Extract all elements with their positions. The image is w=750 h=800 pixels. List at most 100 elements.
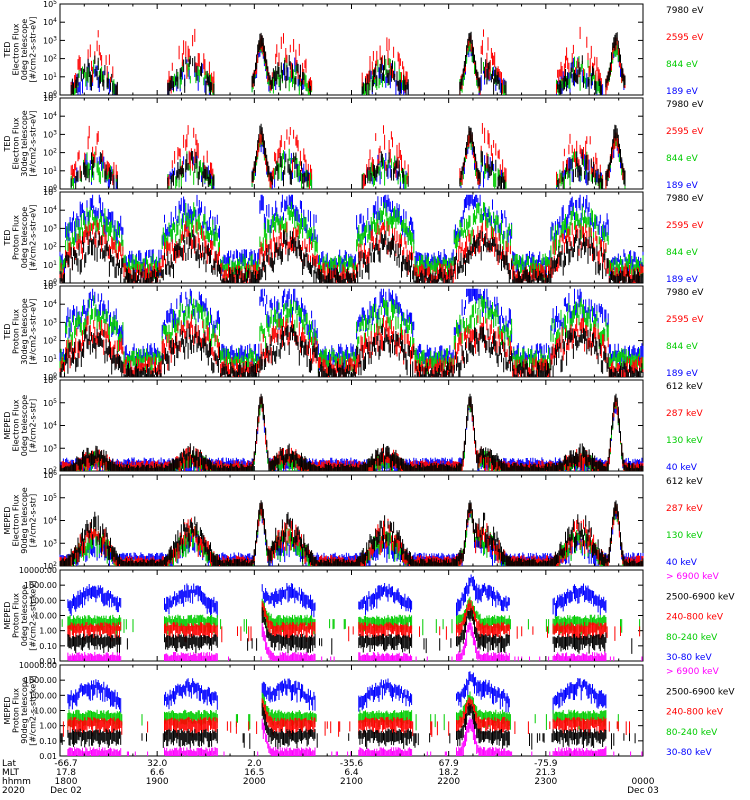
legend-8-1: > 6900 keV — [666, 667, 720, 677]
y-tick-label: 0.10 — [39, 737, 57, 746]
y-tick-label: 104 — [43, 17, 57, 27]
x-mlt-label: 16.5 — [244, 768, 264, 778]
y-tick-label: 100.00 — [29, 691, 57, 700]
x-lat-label: 67.9 — [439, 759, 459, 769]
y-label-line: 0deg telescope — [20, 395, 29, 456]
legend-5-2: 287 keV — [666, 409, 703, 419]
y-tick-label: 102 — [43, 54, 57, 64]
panel-5-y-label: MEPED Electron Flux 0deg telescope [#/cm2-s… — [3, 395, 38, 456]
legend-1-4: 189 eV — [666, 87, 699, 97]
y-label-line: 90deg telescope — [20, 677, 29, 744]
y-tick-label: 103 — [43, 35, 57, 45]
y-label-line: MEPED — [3, 507, 12, 535]
y-label-line: [#/cm2-s-str] — [29, 494, 38, 547]
legend-3-3: 844 eV — [666, 248, 699, 258]
x-lat-label: 32.0 — [147, 759, 167, 769]
x-row-label-2020: 2020 — [2, 786, 25, 796]
x-lat-label: -35.6 — [340, 759, 364, 769]
y-label-line: [#/cm2-s-str] — [29, 399, 38, 452]
legend-4-1: 7980 eV — [666, 288, 704, 298]
y-label-line: 30deg telescope — [20, 298, 29, 365]
y-tick-label: 100 — [43, 184, 57, 194]
y-label-line: Electron Flux — [12, 23, 21, 75]
y-label-line: [#/cm2-s-str-eV] — [29, 298, 38, 364]
legend-8-2: 2500-6900 keV — [666, 687, 735, 697]
y-tick-label: 0.01 — [39, 752, 57, 761]
panel-1-frame — [59, 3, 644, 96]
y-tick-label: 106 — [43, 375, 57, 385]
legend-5-4: 40 keV — [666, 463, 698, 473]
panel-8-y-label: MEPED Proton Flux 90deg telescope [#/cm2-s-… — [3, 675, 38, 746]
x-hhmm-label: 2100 — [340, 777, 363, 787]
y-label-line: 0deg telescope — [20, 207, 29, 268]
y-tick-label: 100.00 — [29, 596, 57, 605]
legend-4-3: 844 eV — [666, 342, 699, 352]
legend-3-2: 2595 eV — [666, 221, 704, 231]
y-tick-label: 103 — [43, 443, 57, 453]
y-label-line: MEPED — [3, 412, 12, 440]
legend-3-4: 189 eV — [666, 275, 699, 285]
y-tick-label: 101 — [43, 72, 57, 82]
legend-7-1: > 6900 keV — [666, 572, 720, 582]
y-tick-label: 105 — [43, 93, 57, 103]
series-8-30-80-kev — [67, 671, 607, 714]
y-label-line: 90deg telescope — [20, 487, 29, 554]
panel-6-y-label: MEPED Electron Flux 90deg telescope [#/cm2-… — [3, 487, 38, 554]
y-tick-label: 10000.00 — [19, 661, 57, 670]
legend-2-4: 189 eV — [666, 181, 699, 191]
y-tick-label: 0.01 — [39, 657, 57, 666]
legend-1-3: 844 eV — [666, 60, 699, 70]
x-lat-label: -75.9 — [534, 759, 558, 769]
y-tick-label: 10.00 — [34, 707, 57, 716]
legend-1-1: 7980 eV — [666, 6, 704, 16]
legend-7-2: 2500-6900 keV — [666, 592, 735, 602]
y-tick-label: 10000.00 — [19, 566, 57, 575]
y-tick-label: 105 — [43, 398, 57, 408]
panel-2-y-label: TED Electron Flux 30deg telescope [#/cm2-s-… — [3, 110, 38, 177]
legend-6-1: 612 keV — [666, 477, 703, 487]
legend-2-3: 844 eV — [666, 154, 699, 164]
series-8-2500-6900-kev — [60, 703, 644, 750]
y-tick-label: 100 — [43, 278, 57, 288]
series-7-240-800-kev — [67, 600, 641, 643]
legend-7-4: 80-240 keV — [666, 633, 718, 643]
y-tick-label: 101 — [43, 354, 57, 364]
legend-4-4: 189 eV — [666, 369, 699, 379]
y-label-line: 30deg telescope — [20, 110, 29, 177]
y-tick-label: 104 — [43, 111, 57, 121]
x-hhmm-label: 2300 — [534, 777, 557, 787]
y-tick-label: 1000.00 — [24, 676, 57, 685]
y-label-line: Proton Flux — [12, 688, 21, 733]
y-tick-label: 100 — [43, 372, 57, 382]
y-tick-label: 10.00 — [34, 612, 57, 621]
y-label-line: [#/cm2-s-str-keV] — [29, 675, 38, 746]
series-2-844-ev — [70, 131, 626, 189]
y-label-line: [#/cm2-s-str-keV] — [29, 580, 38, 651]
y-tick-label: 102 — [43, 466, 57, 476]
y-tick-label: 102 — [43, 242, 57, 252]
x-date-label: Dec 02 — [50, 786, 82, 796]
y-label-line: TED — [3, 229, 12, 246]
y-tick-label: 103 — [43, 317, 57, 327]
y-tick-label: 105 — [43, 493, 57, 503]
legend-7-5: 30-80 keV — [666, 653, 712, 663]
y-tick-label: 105 — [43, 0, 57, 9]
panel-4-y-label: TED Proton Flux 30deg telescope [#/cm2-s-st… — [3, 298, 38, 365]
legend-5-3: 130 keV — [666, 436, 703, 446]
legend-8-5: 30-80 keV — [666, 748, 712, 758]
y-tick-label: 101 — [43, 166, 57, 176]
y-tick-label: 104 — [43, 299, 57, 309]
x-row-label-hhmm: hhmm — [2, 777, 31, 787]
y-label-line: [#/cm2-s-str-eV] — [29, 110, 38, 176]
y-label-line: TED — [3, 41, 12, 58]
y-label-line: [#/cm2-s-str-eV] — [29, 204, 38, 270]
x-hhmm-label: 1800 — [55, 777, 78, 787]
x-row-label-mlt: MLT — [2, 768, 20, 778]
x-lat-label: 2.0 — [247, 759, 262, 769]
y-label-line: 0deg telescope — [20, 585, 29, 646]
y-label-line: Electron Flux — [12, 117, 21, 169]
series-7-30-80-kev — [67, 574, 607, 619]
y-tick-label: 104 — [43, 205, 57, 215]
y-label-line: TED — [3, 323, 12, 340]
x-hhmm-label: 0000 — [632, 777, 655, 787]
